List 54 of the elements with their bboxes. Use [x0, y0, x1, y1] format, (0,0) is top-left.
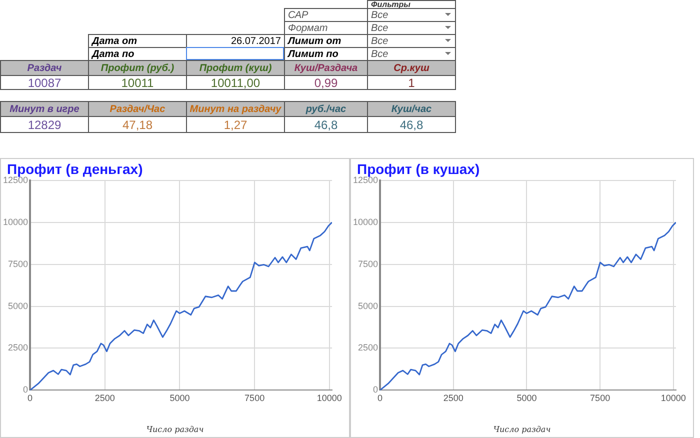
text: САР	[284, 8, 368, 22]
text: 1	[367, 75, 456, 90]
text: 47,18	[88, 116, 187, 133]
text: 10011	[88, 75, 187, 90]
text: Дата по	[88, 47, 187, 61]
text: Раздач/Час	[88, 101, 187, 117]
text: Куш/час	[367, 101, 456, 117]
y-tick-label: 2500	[358, 342, 378, 353]
text: Все	[367, 21, 456, 35]
y-tick-label: 0	[23, 384, 28, 395]
y-tick-label: 5000	[8, 300, 28, 311]
x-tick-label: 2500	[94, 393, 115, 404]
y-tick-label: 10000	[2, 216, 28, 227]
text: Куш/Раздача	[284, 60, 368, 76]
chart-title: Профит (в кушах)	[357, 161, 480, 177]
text: 12829	[0, 116, 89, 133]
text: Все	[367, 8, 456, 22]
text: Минут на раздачу	[186, 101, 285, 117]
x-tick-label: 7500	[590, 393, 610, 404]
y-tick-label: 7500	[358, 258, 378, 269]
text: Лимит по	[284, 47, 368, 61]
text: Дата от	[88, 34, 187, 48]
chart-title: Профит (в деньгах)	[7, 161, 143, 177]
x-tick-label: 5000	[170, 393, 190, 404]
text: руб./час	[284, 101, 368, 117]
x-axis-title: Число раздач	[492, 425, 552, 434]
text: 10087	[0, 75, 89, 90]
text: 1,27	[186, 116, 285, 133]
x-axis-title: Число раздач	[145, 425, 205, 434]
x-tick-label: 10000	[660, 393, 686, 404]
text: 10011,00	[186, 75, 285, 90]
text: 0,99	[284, 75, 368, 90]
text: Профит (куш)	[186, 60, 285, 76]
text: 26.07.2017	[186, 34, 285, 48]
x-tick-label: 5000	[516, 393, 537, 404]
y-tick-label: 7500	[8, 258, 28, 269]
text: Лимит от	[284, 34, 368, 48]
text: Все	[367, 47, 456, 61]
x-tick-label: 10000	[316, 393, 342, 404]
y-tick-label: 10000	[352, 216, 378, 227]
text: 46,8	[284, 116, 368, 133]
text: Раздач	[0, 60, 89, 76]
y-tick-label: 2500	[8, 342, 28, 353]
x-tick-label: 7500	[244, 393, 265, 404]
text: Профит (руб.)	[88, 60, 187, 76]
x-tick-label: 2500	[443, 393, 464, 404]
text: Фильтры	[367, 0, 456, 9]
text: Все	[367, 34, 456, 48]
text: 46,8	[367, 116, 456, 133]
y-tick-label: 0	[373, 384, 378, 395]
y-tick-label: 5000	[358, 300, 378, 311]
text: Ср.куш	[367, 60, 456, 76]
text: Минут в игре	[0, 101, 89, 117]
text: Формат	[284, 21, 368, 35]
